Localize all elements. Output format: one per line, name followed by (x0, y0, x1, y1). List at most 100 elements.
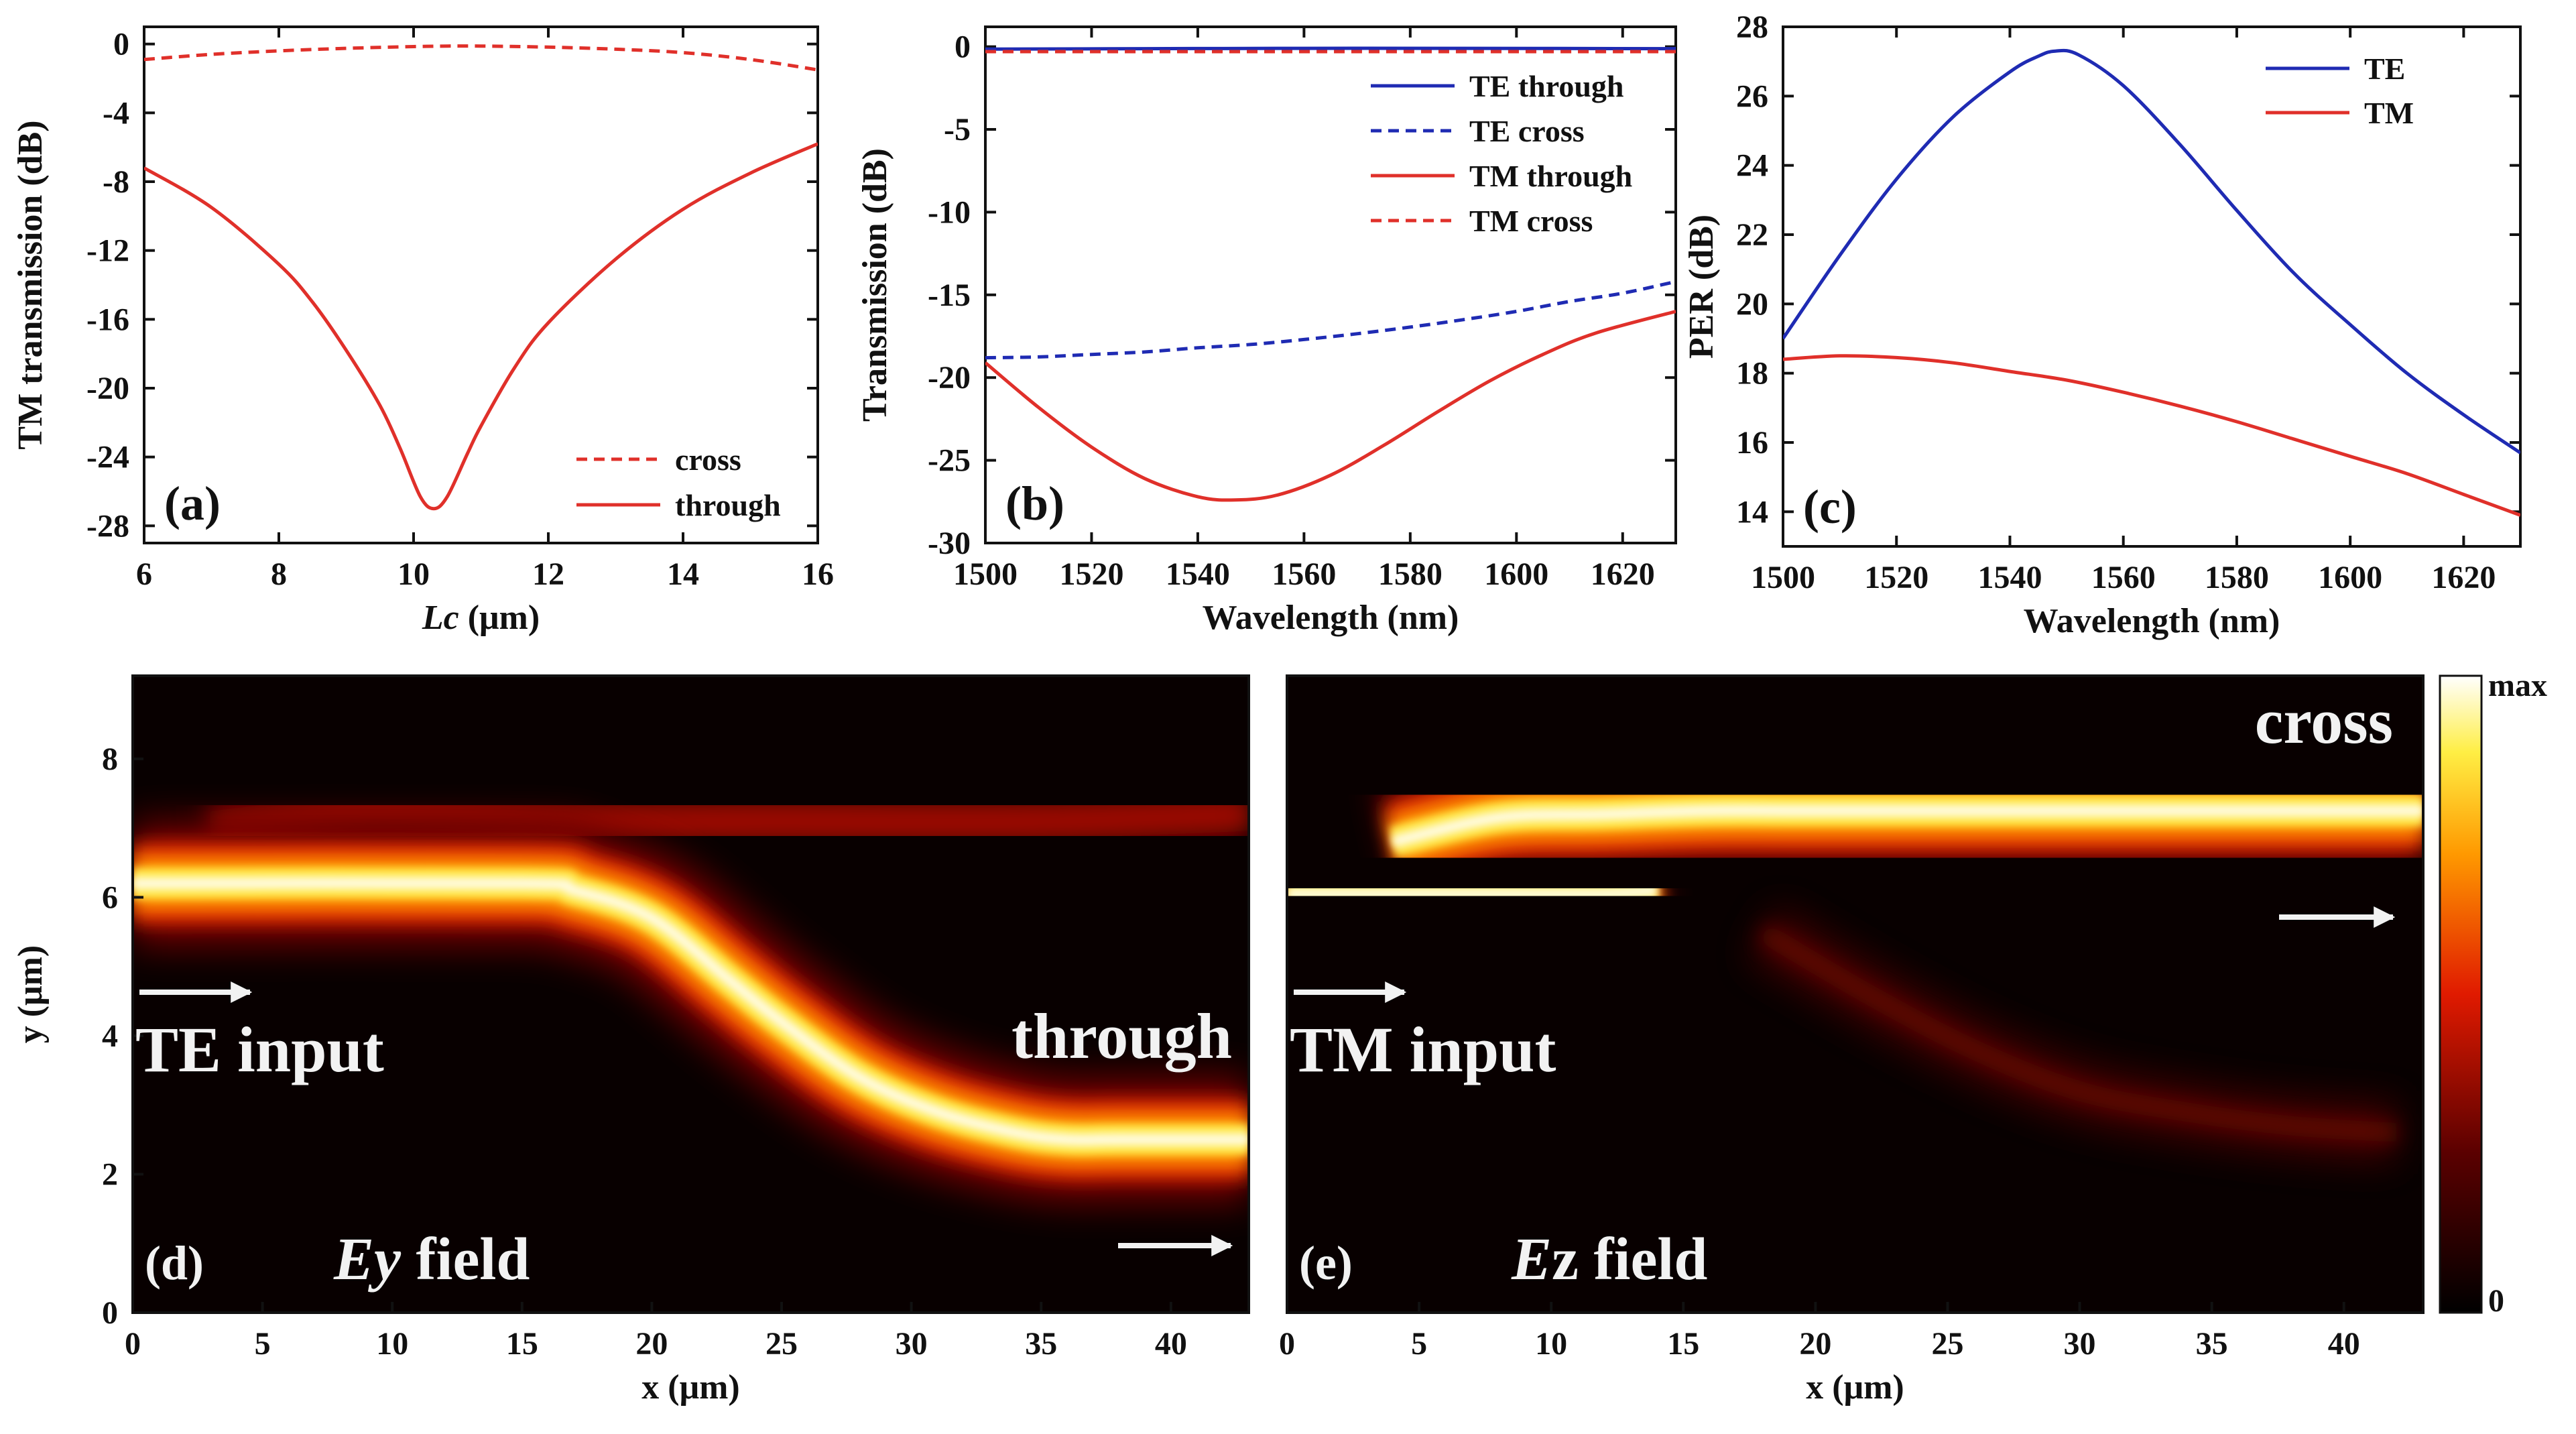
panel-a-xtick-label: 8 (271, 556, 287, 592)
panel-b-xlabel: Wavelength (nm) (1203, 599, 1459, 637)
panel-e-field-map (1287, 676, 2423, 1313)
panel-b-plot-area (985, 46, 1676, 502)
colorbar-gradient (2439, 674, 2483, 1314)
panel-d-output-label: through (1011, 1000, 1232, 1072)
panel-a-series-cross (144, 44, 818, 72)
panel-a-ytick-label: 0 (113, 27, 129, 62)
panel-c-ytick-label: 14 (1736, 494, 1768, 530)
panel-d-xtick-label: 0 (125, 1326, 141, 1362)
panel-d-xtick-label: 40 (1155, 1326, 1187, 1362)
panel-c-series-te (1783, 48, 2520, 455)
panel-b-legend-label: TE through (1469, 69, 1624, 103)
panel-b-ytick-label: -5 (944, 112, 971, 147)
panel-d-xtick-label: 15 (506, 1326, 538, 1362)
panel-a-ytick-label: -16 (86, 302, 129, 337)
panel-b-series-te-through (985, 46, 1676, 51)
panel-a-xtick-label: 14 (667, 556, 699, 592)
panel-a-ytick-label: -4 (103, 95, 129, 131)
panel-b-series-te-cross (985, 280, 1676, 360)
panel-c-ytick-label: 16 (1736, 425, 1768, 461)
panel-a-legend-label: through (675, 488, 781, 522)
panel-a-ylabel: TM transmission (dB) (11, 120, 50, 449)
panel-e-xtick-label: 20 (1799, 1326, 1831, 1362)
panel-c-xtick-label: 1520 (1864, 560, 1928, 595)
panel-d-ytick-label: 8 (102, 741, 118, 777)
panel-d-xtick-label: 10 (376, 1326, 408, 1362)
panel-d-ytick-label: 6 (102, 880, 118, 915)
panel-c-ylabel: PER (dB) (1682, 215, 1721, 359)
panel-d-field-map (133, 676, 1249, 1313)
panel-b-series-tm-through (985, 310, 1676, 502)
panel-d-label: (d) (145, 1236, 204, 1290)
panel-d-ytick-label: 0 (102, 1295, 118, 1331)
panel-e-output-label: cross (2255, 685, 2393, 757)
panel-b-legend-label: TM cross (1469, 204, 1593, 238)
panel-a-series-through (144, 142, 818, 511)
panel-e-xtick-label: 40 (2328, 1326, 2360, 1362)
panel-d-frame (131, 674, 1250, 1314)
panel-b-ytick-label: 0 (955, 29, 971, 65)
panel-b-xtick-label: 1620 (1591, 556, 1655, 592)
panel-d-axes: 0 5 10 15 20 25 30 35 40 0 2 4 6 8 x (μm) y (μm) (11, 674, 1250, 1407)
panel-d-xtick-label: 30 (896, 1326, 928, 1362)
panel-a-ytick-label: -8 (103, 164, 129, 200)
panel-e-axes: 0 5 10 15 20 25 30 35 40 x (μm) (1279, 674, 2425, 1407)
panel-e-xtick-label: 0 (1279, 1326, 1295, 1362)
panel-c-legend-label: TM (2364, 96, 2414, 130)
panel-c-ytick-label: 18 (1736, 356, 1768, 392)
panel-b-legend-label: TM through (1469, 159, 1632, 193)
panel-b-ytick-label: -25 (928, 443, 971, 479)
panel-a-plot-area (144, 44, 818, 511)
panel-d-upper-weak-beam-layer (208, 796, 1249, 845)
colorbar: max 0 (2439, 668, 2547, 1319)
panel-c-xtick-label: 1560 (2091, 560, 2156, 595)
colorbar-min-label: 0 (2488, 1283, 2504, 1319)
panel-c-legend-label: TE (2364, 52, 2405, 86)
panel-e-xtick-label: 10 (1535, 1326, 1567, 1362)
panel-a-xtick-label: 16 (802, 556, 834, 592)
panel-b-axes: 1500 1520 1540 1560 1580 1600 1620 0 -5 -10 -15 -20… (856, 25, 1677, 637)
panel-c-ytick-label: 20 (1736, 286, 1768, 322)
panel-a-frame (143, 25, 819, 544)
panel-b-ytick-label: -10 (928, 194, 971, 230)
panel-e-input-beam-layer (1287, 884, 1658, 900)
panel-c-axes: 1500 1520 1540 1560 1580 1600 1620 14 16 18 20 22 24… (1682, 9, 2522, 640)
panel-c-series-tm (1783, 354, 2520, 517)
panel-d-xtick-label: 25 (765, 1326, 798, 1362)
panel-e-field-label: Ez field (1511, 1226, 1707, 1293)
panel-c-ytick-label: 28 (1736, 9, 1768, 45)
panel-c-label: (c) (1803, 480, 1857, 534)
panel-b-legend: TE through TE cross TM through TM cross (1371, 69, 1632, 238)
panel-b-xtick-label: 1540 (1166, 556, 1230, 592)
panel-b-ytick-label: -15 (928, 278, 971, 313)
panel-c-ytick-label: 24 (1736, 148, 1768, 184)
panel-a-xlabel: Lc (μm) (422, 599, 540, 637)
panel-a-ytick-label: -12 (86, 233, 129, 269)
panel-b-xtick-label: 1520 (1059, 556, 1123, 592)
panel-e-xtick-label: 35 (2196, 1326, 2228, 1362)
panel-d-ytick-label: 2 (102, 1156, 118, 1192)
panel-e-frame (1286, 674, 2425, 1314)
panel-b-frame (984, 25, 1677, 544)
panel-b-ytick-label: -20 (928, 360, 971, 396)
panel-b-label: (b) (1005, 477, 1064, 530)
panel-a-ytick-label: -24 (86, 440, 129, 475)
colorbar-max-label: max (2488, 668, 2547, 703)
panel-a-xtick-label: 12 (532, 556, 564, 592)
panel-d-ytick-label: 4 (102, 1018, 118, 1054)
panel-e-xtick-label: 5 (1411, 1326, 1427, 1362)
panel-a-legend: cross through (576, 442, 781, 522)
panel-c-frame (1782, 25, 2522, 548)
panel-e-xtick-label: 15 (1667, 1326, 1699, 1362)
panel-d-ylabel: y (μm) (11, 945, 50, 1043)
panel-c-xlabel: Wavelength (nm) (2024, 602, 2280, 640)
panel-d-xtick-label: 20 (635, 1326, 668, 1362)
panel-e-input-label: TM input (1290, 1014, 1556, 1085)
panel-c-ytick-label: 26 (1736, 78, 1768, 114)
panel-e-cross-beam-layer (1391, 804, 2423, 848)
panel-a-ytick-label: -28 (86, 508, 129, 544)
panel-e-xlabel: x (μm) (1806, 1368, 1904, 1407)
panel-e-xtick-label: 30 (2064, 1326, 2096, 1362)
panel-a-legend-label: cross (675, 442, 741, 477)
panel-c-ytick-label: 22 (1736, 217, 1768, 253)
